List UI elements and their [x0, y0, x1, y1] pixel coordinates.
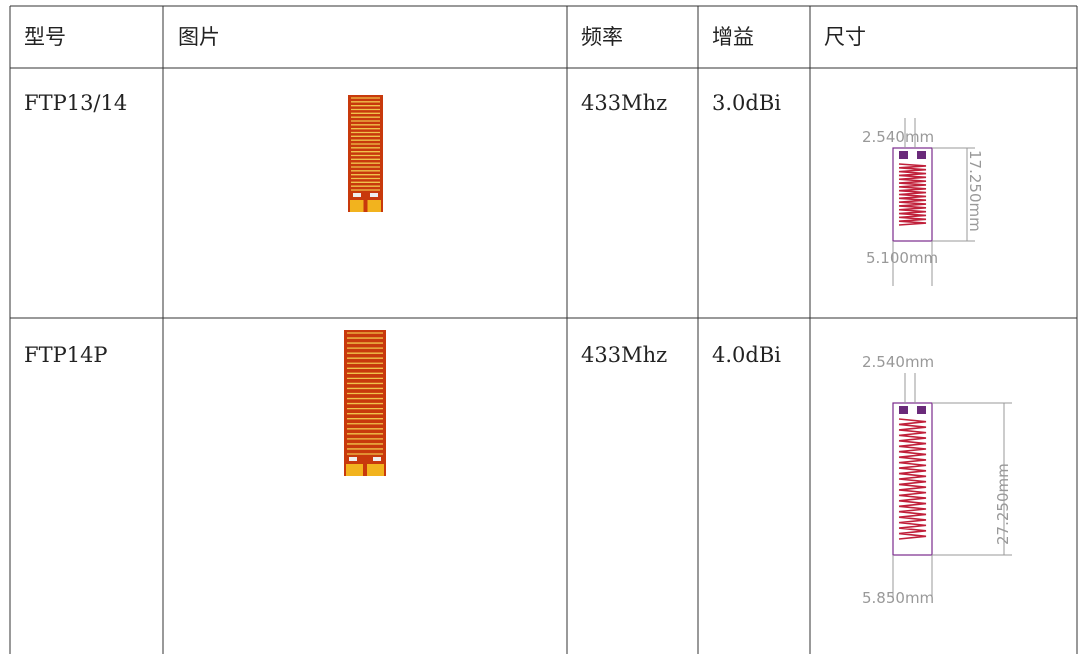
dimension-label: 2.540mm	[862, 128, 934, 146]
shape	[892, 402, 933, 556]
shape	[346, 464, 363, 476]
shape	[899, 151, 908, 159]
header-cell: 增益	[712, 25, 754, 49]
gain: 3.0dBi	[712, 91, 781, 115]
dimension-drawing	[892, 373, 1012, 600]
gain: 4.0dBi	[712, 343, 781, 367]
model: FTP13/14	[24, 91, 127, 115]
shape	[899, 406, 908, 414]
frequency: 433Mhz	[581, 343, 667, 367]
dimension-label: 5.100mm	[866, 249, 938, 267]
shape	[367, 464, 384, 476]
dimension-label: 27.250mm	[994, 463, 1012, 545]
shape	[898, 163, 927, 226]
shape	[898, 418, 927, 540]
shape	[350, 200, 364, 212]
frequency: 433Mhz	[581, 91, 667, 115]
dimension-label: 5.850mm	[862, 589, 934, 607]
header-cell: 频率	[581, 25, 623, 49]
dimension-drawing	[892, 118, 975, 286]
antenna-photo	[344, 330, 386, 476]
header-cell: 尺寸	[824, 25, 866, 49]
model: FTP14P	[24, 343, 108, 367]
shape	[917, 151, 926, 159]
antenna-photo	[348, 95, 383, 212]
header-cell: 图片	[178, 25, 220, 49]
dimension-label: 17.250mm	[966, 150, 984, 232]
shape	[892, 147, 933, 242]
shape	[917, 406, 926, 414]
shape	[367, 200, 381, 212]
shape	[373, 457, 381, 461]
table-grid	[9, 5, 1078, 654]
shape	[348, 95, 383, 212]
dimension-label: 2.540mm	[862, 353, 934, 371]
header-cell: 型号	[24, 25, 66, 49]
shape	[353, 193, 361, 197]
shape	[370, 193, 378, 197]
shape	[349, 457, 357, 461]
